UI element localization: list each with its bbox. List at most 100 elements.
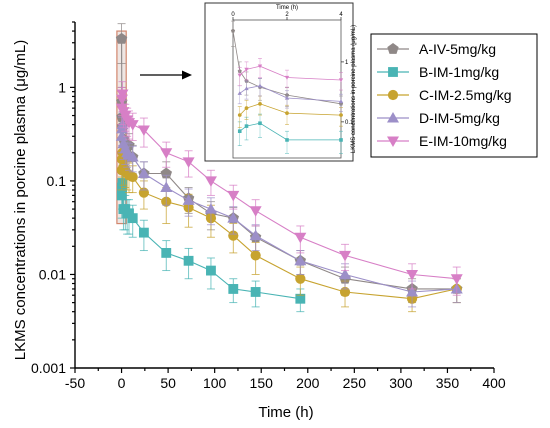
inset-frame xyxy=(204,2,354,162)
marker xyxy=(285,111,289,115)
x-tick-label: 200 xyxy=(296,375,320,391)
marker xyxy=(127,213,138,224)
legend-label: C-IM-2.5mg/kg xyxy=(419,87,512,103)
main-plot-area xyxy=(115,23,463,313)
marker xyxy=(244,86,249,91)
marker xyxy=(257,83,263,88)
x-tick-label: 100 xyxy=(203,375,227,391)
marker xyxy=(115,130,128,141)
marker xyxy=(137,125,150,137)
marker xyxy=(339,286,351,298)
inset-x-tick-label: 4 xyxy=(339,12,343,18)
marker xyxy=(339,250,352,262)
marker xyxy=(295,293,306,304)
x-tick-label: 300 xyxy=(389,375,413,391)
marker xyxy=(284,95,290,100)
legend-label: B-IM-1mg/kg xyxy=(419,64,499,80)
x-tick-label: 400 xyxy=(482,375,506,391)
marker xyxy=(294,254,307,266)
legend-label: D-IM-5mg/kg xyxy=(419,110,500,126)
x-axis-title: Time (h) xyxy=(258,404,313,421)
legend-item: C-IM-2.5mg/kg xyxy=(377,87,512,103)
marker xyxy=(116,190,127,201)
inset-series-4 xyxy=(237,58,344,91)
marker xyxy=(258,121,262,126)
marker xyxy=(237,129,242,133)
marker xyxy=(228,230,239,241)
marker xyxy=(160,181,173,193)
marker xyxy=(387,112,399,123)
marker xyxy=(227,190,240,202)
inset-x-tick-label: 2 xyxy=(285,12,289,18)
marker xyxy=(237,113,242,117)
inset-series-line xyxy=(232,30,342,105)
inset-series-3 xyxy=(237,78,344,112)
legend: A-IV-5mg/kg B-IM-1mg/kg C-IM-2.5mg/kg D-IM-… xyxy=(370,33,538,158)
y-axis-title: LKMS concentrations in porcine plasma (μ… xyxy=(12,40,29,360)
zoom-arrow xyxy=(140,70,192,80)
marker xyxy=(117,178,128,188)
marker xyxy=(406,269,419,281)
marker xyxy=(227,212,240,223)
marker xyxy=(237,91,242,95)
marker xyxy=(206,265,216,276)
marker xyxy=(137,167,150,179)
marker xyxy=(284,75,290,80)
x-tick-label: -50 xyxy=(65,375,85,391)
marker xyxy=(295,273,306,284)
y-tick-label: 0.01 xyxy=(39,266,66,282)
marker xyxy=(138,227,149,238)
y-tick-label: 0.001 xyxy=(31,360,66,376)
marker xyxy=(244,67,249,72)
marker xyxy=(127,171,138,183)
marker xyxy=(338,99,344,104)
marker xyxy=(116,89,129,100)
inset-series-2 xyxy=(237,95,343,128)
marker xyxy=(160,148,173,159)
legend-item: B-IM-1mg/kg xyxy=(377,64,499,80)
x-tick-label: 250 xyxy=(343,375,367,391)
legend-item: A-IV-5mg/kg xyxy=(377,41,496,57)
inset-y-tick-label: 0.1 xyxy=(345,120,354,126)
marker xyxy=(161,247,172,258)
marker xyxy=(116,94,129,106)
marker xyxy=(183,255,194,266)
marker xyxy=(204,203,217,214)
series-4 xyxy=(115,81,463,296)
marker xyxy=(387,89,399,101)
marker xyxy=(244,124,249,128)
inset-x-tick-label: 0 xyxy=(231,12,235,18)
marker xyxy=(244,106,249,110)
marker xyxy=(228,284,239,294)
marker xyxy=(388,67,398,77)
marker xyxy=(450,274,463,285)
marker xyxy=(338,78,344,83)
legend-label: A-IV-5mg/kg xyxy=(419,41,496,57)
marker xyxy=(285,138,289,142)
marker xyxy=(250,287,261,297)
legend-item: D-IM-5mg/kg xyxy=(377,110,500,126)
marker xyxy=(237,73,242,78)
marker xyxy=(115,32,128,44)
marker xyxy=(339,113,343,117)
x-tick-label: 50 xyxy=(160,375,176,391)
marker xyxy=(387,43,399,54)
marker xyxy=(249,229,262,241)
marker xyxy=(257,64,263,69)
marker xyxy=(204,176,217,187)
series-line xyxy=(121,152,457,300)
inset-y-tick-label: 1 xyxy=(345,60,349,66)
legend-item: E-IM-10mg/kg xyxy=(377,133,507,149)
inset-x-title: Time (h) xyxy=(276,5,298,11)
y-tick-label: 0.1 xyxy=(47,173,67,189)
x-tick-label: 0 xyxy=(118,375,126,391)
marker xyxy=(339,268,352,279)
marker xyxy=(339,138,343,142)
marker xyxy=(230,28,236,33)
y-tick-label: 1 xyxy=(58,79,66,95)
marker xyxy=(250,250,261,261)
marker xyxy=(182,194,195,205)
marker xyxy=(249,206,262,217)
